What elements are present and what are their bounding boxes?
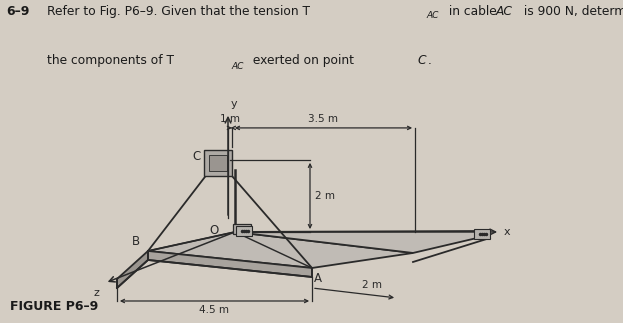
Text: AC: AC	[232, 62, 244, 71]
Text: FIGURE P6–9: FIGURE P6–9	[10, 300, 98, 313]
Text: exerted on point: exerted on point	[249, 54, 358, 67]
Bar	[233, 224, 251, 234]
Bar	[474, 229, 490, 239]
Text: AC: AC	[496, 5, 513, 18]
Bar	[209, 155, 227, 171]
Text: 2 m: 2 m	[362, 280, 382, 290]
Text: 4.5 m: 4.5 m	[199, 305, 229, 315]
Text: y: y	[231, 99, 237, 109]
Text: A: A	[314, 272, 322, 285]
Text: B: B	[132, 235, 140, 248]
Polygon shape	[117, 251, 148, 288]
Text: 1 m: 1 m	[220, 114, 240, 124]
Bar	[204, 150, 232, 176]
Text: O: O	[210, 224, 219, 237]
Text: in cable: in cable	[445, 5, 501, 18]
Text: x: x	[504, 227, 511, 237]
Text: 2 m: 2 m	[315, 191, 335, 201]
Text: 6–9: 6–9	[6, 5, 30, 18]
Bar	[236, 226, 252, 236]
Polygon shape	[148, 251, 312, 277]
Text: z: z	[93, 288, 99, 298]
Text: AC: AC	[427, 11, 439, 20]
Text: 3.5 m: 3.5 m	[308, 114, 338, 124]
Text: the components of T: the components of T	[47, 54, 174, 67]
Text: C: C	[193, 151, 201, 163]
Text: C: C	[417, 54, 426, 67]
Polygon shape	[235, 231, 490, 253]
Text: is 900 N, determine: is 900 N, determine	[520, 5, 623, 18]
Polygon shape	[148, 232, 413, 268]
Text: Refer to Fig. P6–9. Given that the tension T: Refer to Fig. P6–9. Given that the tensi…	[47, 5, 310, 18]
Text: .: .	[427, 54, 431, 67]
